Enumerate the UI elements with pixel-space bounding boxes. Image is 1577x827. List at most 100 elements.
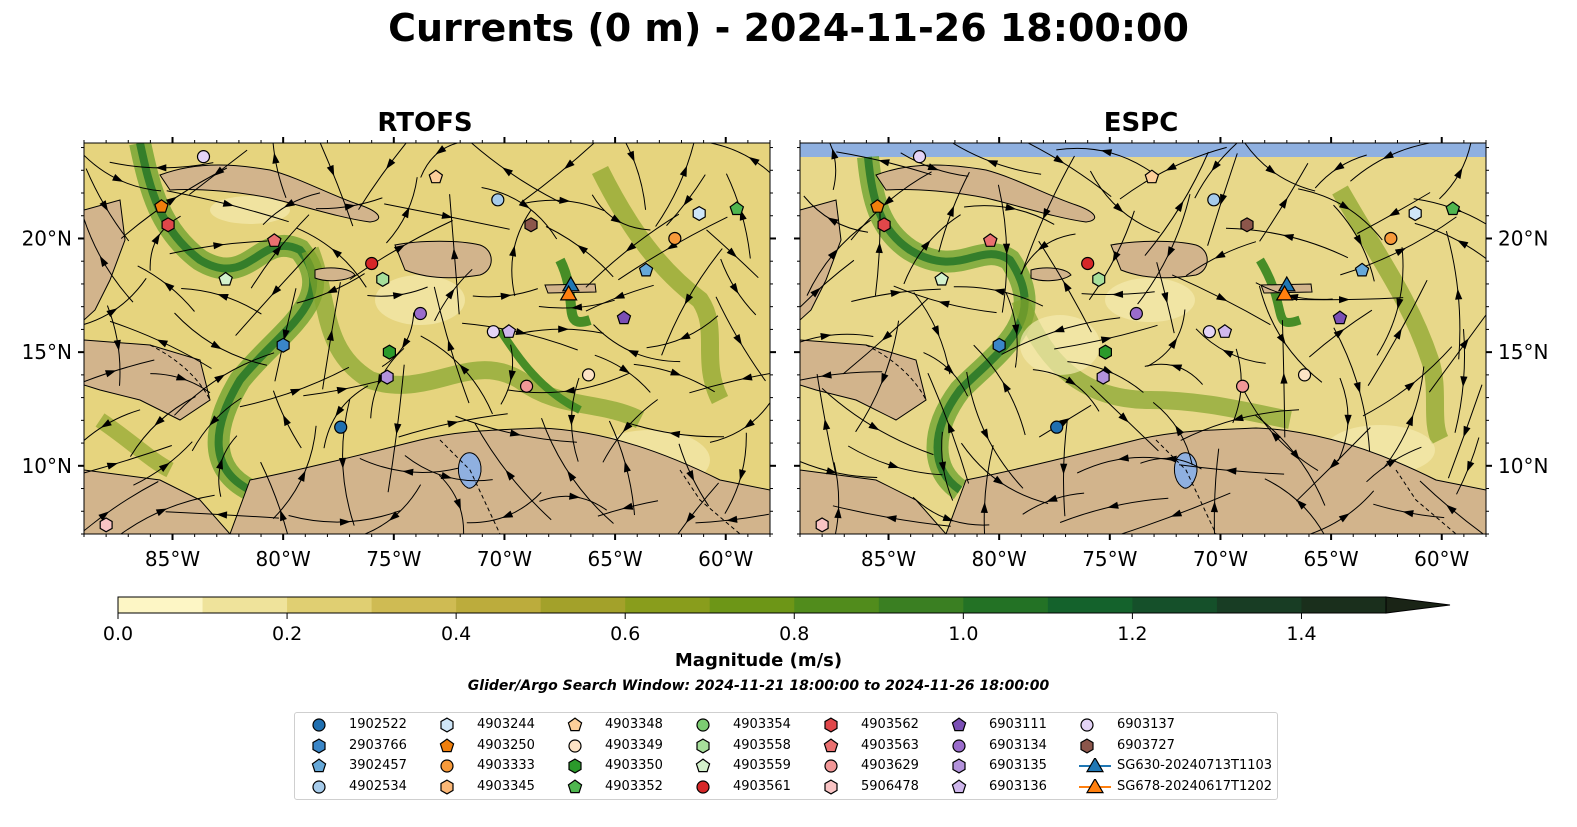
float-marker: [382, 344, 396, 360]
float-marker: [1445, 201, 1461, 216]
legend-symbol: [824, 778, 838, 795]
legend-marker: [824, 717, 838, 733]
legend-symbol: [1085, 778, 1105, 793]
legend-symbol: [823, 737, 839, 752]
lon-tick-label: 85°W: [861, 547, 916, 571]
map-frame: [83, 142, 771, 535]
legend-marker: [824, 759, 838, 773]
legend-marker: [824, 778, 838, 795]
legend-symbol: [696, 737, 710, 754]
float-marker: [1275, 284, 1294, 301]
float-marker: [638, 262, 654, 277]
float-marker: [99, 517, 113, 533]
legend-symbol: [440, 778, 454, 795]
legend-label: 4903333: [477, 758, 535, 773]
colorbar-segment: [794, 597, 880, 613]
map-axes: 85°W 80°W 75°W 70°W 65°W 60°W 20°N 15°N 10°N 85°W…: [22, 137, 1548, 571]
colorbar-tick-label: 0.0: [103, 623, 133, 645]
current-magnitude-shading: [857, 155, 1449, 500]
legend-marker: [440, 778, 454, 795]
panel-title-rtofs: RTOFS: [377, 108, 473, 138]
colorbar-segment: [540, 597, 626, 613]
float-marker: [1297, 368, 1312, 382]
legend-symbol: [440, 759, 454, 773]
lon-tick-label: 80°W: [972, 547, 1027, 571]
legend-label: 6903134: [989, 737, 1047, 753]
legend-marker: [696, 779, 710, 794]
legend-label: 6903136: [989, 778, 1047, 794]
float-marker: [1096, 369, 1110, 385]
legend-symbol: [568, 758, 582, 774]
float-marker: [428, 169, 444, 184]
legend-label: 4903563: [861, 737, 919, 753]
legend-label: 4903629: [861, 758, 919, 773]
legend-symbol: [312, 737, 326, 754]
legend-marker: [312, 779, 326, 794]
streamlines: [84, 143, 770, 534]
float-marker: [218, 271, 233, 286]
float-marker: [196, 150, 211, 164]
legend-marker: [568, 738, 582, 753]
legend-symbol: [311, 758, 327, 773]
legend-label: 3902457: [349, 758, 407, 773]
float-markers: [99, 150, 1461, 533]
legend-marker: [696, 718, 710, 732]
legend-marker: [951, 778, 967, 793]
float-marker: [1092, 271, 1106, 287]
legend-label: 4903348: [605, 717, 663, 732]
legend-label: 4903352: [605, 778, 663, 794]
legend-label: 6903111: [989, 717, 1047, 732]
float-marker: [380, 369, 394, 385]
legend-marker: [567, 717, 583, 732]
legend-label: 4903345: [477, 778, 535, 794]
legend-marker: [312, 737, 326, 754]
float-marker: [581, 368, 596, 382]
lon-tick-label: 85°W: [145, 547, 200, 571]
colorbar-tick-label: 0.8: [779, 623, 809, 645]
legend-label: SG630-20240713T1103: [1117, 758, 1273, 773]
colorbar-segment: [1216, 597, 1302, 613]
legend-label: 4903350: [605, 758, 663, 773]
legend-marker: [1079, 778, 1111, 793]
float-marker: [1354, 262, 1370, 277]
legend-marker: [439, 737, 455, 752]
float-marker: [616, 310, 632, 325]
country-borders: [149, 344, 741, 534]
float-marker: [524, 217, 538, 233]
legend-marker: [440, 717, 454, 733]
search-window-note: Glider/Argo Search Window: 2024-11-21 18…: [467, 678, 1050, 694]
lon-tick-label: 65°W: [1303, 547, 1358, 571]
colorbar-segment: [118, 597, 204, 613]
float-marker: [1081, 256, 1095, 271]
lon-tick-label: 75°W: [366, 547, 421, 571]
legend-symbol: [312, 779, 326, 794]
legend-label: SG678-20240617T1202: [1117, 778, 1273, 794]
float-marker: [1235, 379, 1250, 393]
colorbar-segment: [371, 597, 457, 613]
float-marker: [1332, 310, 1348, 325]
float-marker: [1408, 205, 1422, 222]
rtofs-map: [83, 142, 771, 535]
float-marker: [1384, 231, 1398, 246]
lon-tick-label: 70°W: [477, 547, 532, 571]
colorbar-tick-label: 0.6: [610, 623, 640, 645]
colorbar-segment: [287, 597, 373, 613]
legend-marker: [1080, 718, 1094, 732]
float-marker: [870, 199, 885, 213]
colorbar-segment: [878, 597, 964, 613]
legend-symbol: [824, 759, 838, 773]
legend-symbol: [440, 717, 454, 733]
colorbar-tick-label: 1.2: [1117, 623, 1147, 645]
float-marker: [276, 337, 290, 353]
legend-symbol: [696, 718, 710, 732]
lat-tick-label: 20°N: [22, 226, 72, 250]
colorbar: 0.0 0.2 0.4 0.6 0.8 1.0 1.2 1.4: [103, 596, 1451, 645]
lat-tick-label: 15°N: [1498, 340, 1548, 364]
float-marker: [486, 325, 500, 339]
lon-tick-label: 65°W: [587, 547, 642, 571]
legend-symbol: [1080, 737, 1094, 754]
colorbar-segment: [1132, 597, 1218, 613]
float-marker: [1129, 306, 1143, 321]
legend-symbol: [824, 717, 838, 733]
float-marker: [1207, 193, 1221, 207]
